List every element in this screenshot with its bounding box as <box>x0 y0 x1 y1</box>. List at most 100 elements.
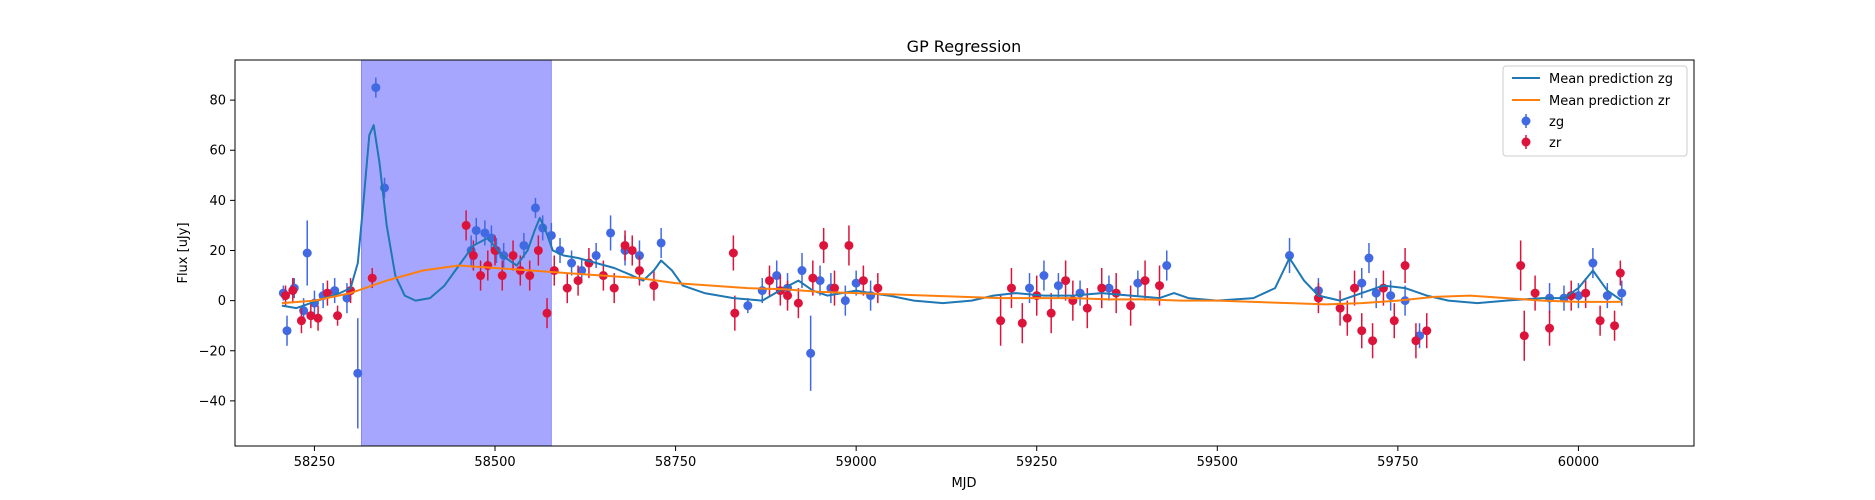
zr-point <box>1516 261 1526 271</box>
zr-point <box>1126 301 1136 311</box>
zg-point <box>1039 271 1049 281</box>
zg-point <box>656 238 666 248</box>
zg-point <box>353 368 363 378</box>
zg-point <box>1025 283 1035 293</box>
plot-frame <box>234 59 1695 447</box>
legend-zg-marker <box>1521 116 1531 126</box>
zr-point <box>367 273 377 283</box>
zg-point <box>797 266 807 276</box>
chart-title: GP Regression <box>907 37 1022 56</box>
zr-point <box>313 313 323 323</box>
zr-point <box>858 276 868 286</box>
zr-point <box>829 283 839 293</box>
zr-point <box>525 271 535 281</box>
zg-point <box>1133 278 1143 288</box>
zr-point <box>322 288 332 298</box>
zg-point <box>840 296 850 306</box>
zr-point <box>1545 323 1555 333</box>
zr-point <box>1097 283 1107 293</box>
y-tick-label: 20 <box>209 244 226 259</box>
zr-point <box>1335 303 1345 313</box>
legend: Mean prediction zg Mean prediction zr zg… <box>1502 65 1688 157</box>
zg-point <box>471 225 481 235</box>
zg-point <box>1285 251 1295 261</box>
x-axis-ticks: 58250 58500 58750 59000 59250 59500 59750 60000 <box>294 446 1599 470</box>
zg-point <box>577 266 587 276</box>
x-tick-label: 58250 <box>294 455 335 470</box>
zr-point <box>844 240 854 250</box>
mean-prediction-zg-line <box>281 124 1623 310</box>
zr-point <box>1342 313 1352 323</box>
zr-point <box>1610 321 1620 331</box>
zr-point <box>508 251 518 261</box>
zg-point <box>1617 288 1627 298</box>
zr-errorbar-layer <box>281 210 1625 361</box>
zr-point <box>288 286 298 296</box>
zr-point <box>333 311 343 321</box>
zr-point <box>620 240 630 250</box>
zr-point <box>549 266 559 276</box>
zr-point <box>1581 288 1591 298</box>
y-tick-label: −20 <box>199 344 226 359</box>
zg-point <box>567 258 577 268</box>
x-axis-label: MJD <box>951 476 976 491</box>
zr-point <box>468 251 478 261</box>
y-tick-label: 60 <box>209 144 226 159</box>
zg-point <box>1104 283 1114 293</box>
zr-point <box>1595 316 1605 326</box>
x-tick-label: 59500 <box>1197 455 1238 470</box>
legend-label-zg: zg <box>1549 115 1564 130</box>
zg-point <box>1588 258 1598 268</box>
zr-point <box>1082 303 1092 313</box>
zr-point <box>1400 261 1410 271</box>
zr-point <box>562 283 572 293</box>
zr-point <box>1350 283 1360 293</box>
legend-label-mean-zg: Mean prediction zg <box>1549 72 1673 87</box>
zr-point <box>296 316 306 326</box>
zr-point <box>609 283 619 293</box>
zr-point <box>461 220 471 230</box>
zg-point <box>302 248 312 258</box>
zr-point <box>873 283 883 293</box>
zr-point <box>649 281 659 291</box>
y-tick-label: 80 <box>209 94 226 109</box>
zr-point <box>1357 326 1367 336</box>
shaded-region-layer <box>360 59 552 447</box>
legend-label-mean-zr: Mean prediction zr <box>1549 94 1671 109</box>
zg-point <box>757 286 767 296</box>
zr-point <box>1061 276 1071 286</box>
zr-point <box>1519 331 1529 341</box>
zr-point <box>627 245 637 255</box>
zr-point <box>1530 288 1540 298</box>
zr-point <box>764 276 774 286</box>
zr-point <box>730 308 740 318</box>
zg-point <box>1357 278 1367 288</box>
zg-point <box>342 293 352 303</box>
zg-point <box>1053 281 1063 291</box>
zr-point <box>808 273 818 283</box>
zg-point <box>851 278 861 288</box>
zr-point <box>793 298 803 308</box>
legend-label-zr: zr <box>1549 136 1562 151</box>
zg-point <box>519 240 529 250</box>
zg-point <box>591 251 601 261</box>
zr-point <box>542 308 552 318</box>
zr-point <box>996 316 1006 326</box>
zr-point <box>281 291 291 301</box>
zr-point <box>306 311 316 321</box>
zr-point <box>1046 308 1056 318</box>
zg-point <box>1386 291 1396 301</box>
legend-zr-marker <box>1521 137 1531 147</box>
zr-point <box>783 291 793 301</box>
mean-prediction-zr-line <box>281 264 1622 306</box>
shaded-region <box>360 59 552 447</box>
x-tick-label: 60000 <box>1558 455 1599 470</box>
zg-point <box>282 326 292 336</box>
zg-point <box>1075 288 1085 298</box>
zg-point <box>1364 253 1374 263</box>
zr-point <box>819 240 829 250</box>
zr-point <box>1422 326 1432 336</box>
zg-point <box>330 286 340 296</box>
zg-point <box>743 301 753 311</box>
